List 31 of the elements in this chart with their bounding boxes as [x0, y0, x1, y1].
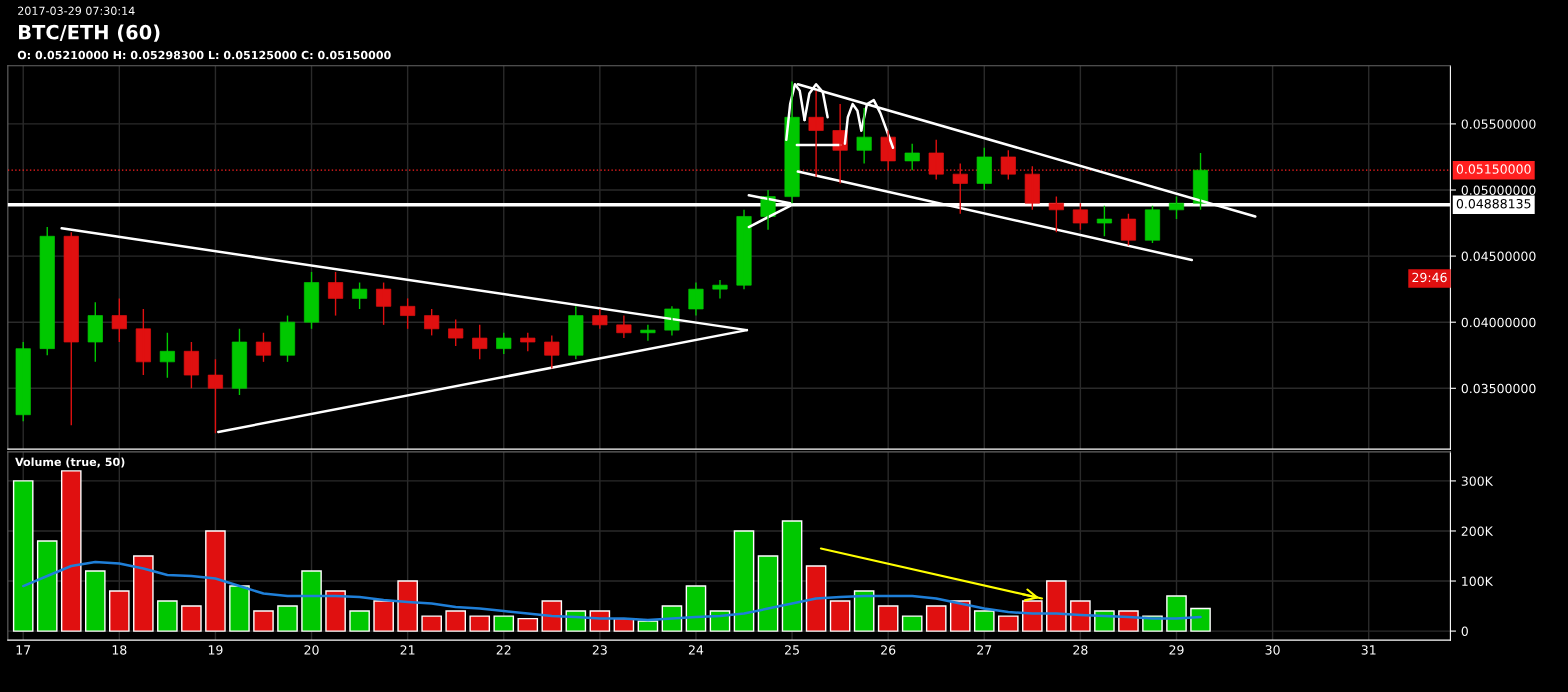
text: 2017-03-29 07:30:14	[18, 6, 135, 15]
x-tick-label: 29	[1169, 645, 1184, 655]
chart-title: Volume (true, 50)	[15, 457, 125, 468]
chart-title: BTC/ETH (60)	[19, 24, 160, 42]
y-tick-label: 0.04000000	[1461, 317, 1536, 328]
x-tick-label: 19	[208, 645, 223, 655]
y-tick-label: 0.05000000	[1461, 185, 1536, 195]
chart-subtitle: O: 0.05210000 H: 0.05298300 L: 0.05125000 C: 0.05150000	[17, 50, 391, 60]
x-tick-label: 31	[1361, 645, 1376, 655]
x-tick-label: 17	[16, 645, 31, 655]
x-tick-label: 21	[400, 645, 415, 655]
ref-line-label: 0.04888135	[1456, 198, 1531, 209]
ref-line-label: 0.05150000	[1456, 164, 1531, 174]
x-tick-label: 28	[1073, 645, 1088, 655]
x-tick-label: 30	[1265, 645, 1280, 655]
annotation: 29:46	[1412, 272, 1447, 283]
y-tick-label: 0	[1461, 626, 1468, 637]
x-tick-label: 18	[112, 645, 127, 655]
x-tick-label: 24	[688, 645, 704, 655]
x-tick-label: 26	[881, 645, 896, 655]
x-tick-label: 27	[977, 645, 992, 655]
y-tick-label: 300K	[1461, 476, 1494, 486]
x-tick-label: 22	[496, 645, 511, 655]
x-tick-label: 20	[304, 645, 319, 655]
x-tick-label: 25	[785, 645, 799, 655]
y-tick-label: 0.03500000	[1461, 383, 1536, 394]
x-tick-label: 23	[592, 645, 607, 655]
y-tick-label: 200K	[1461, 526, 1494, 536]
y-tick-label: 0.04500000	[1461, 251, 1536, 262]
y-tick-label: 0.05500000	[1461, 119, 1536, 129]
y-tick-label: 100K	[1462, 576, 1494, 586]
